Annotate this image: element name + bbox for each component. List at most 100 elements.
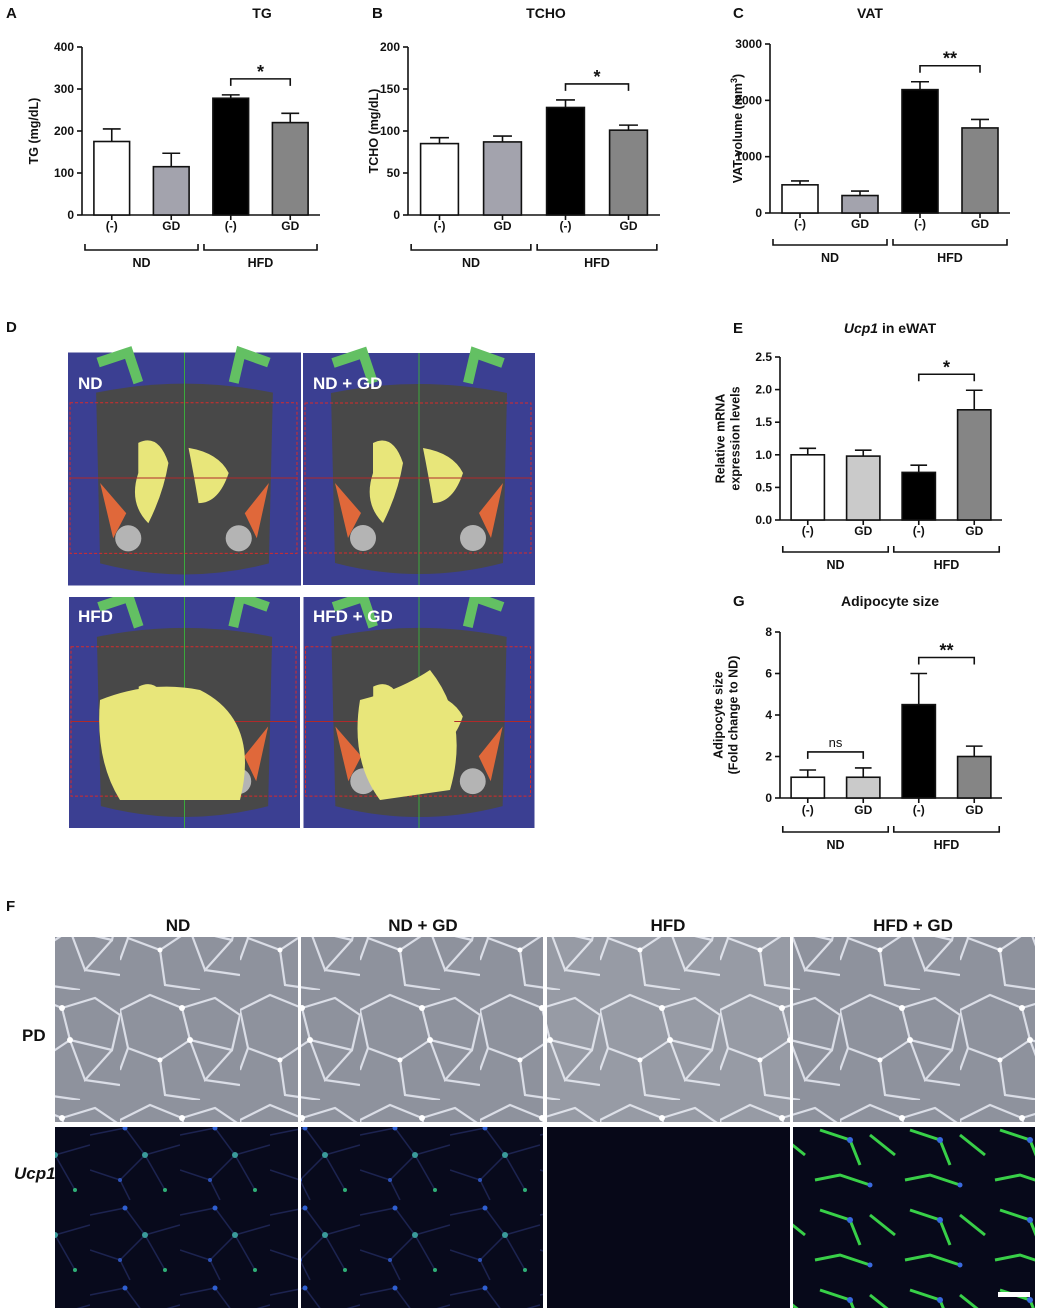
x-tick-label: GD xyxy=(854,524,872,538)
y-tick-label: 0 xyxy=(67,208,74,222)
group-bracket xyxy=(84,244,199,251)
group-bracket xyxy=(772,239,888,246)
group-label: ND xyxy=(132,256,150,270)
y-axis-label: Relative mRNA xyxy=(714,394,728,484)
text-part: in eWAT xyxy=(878,320,937,336)
text-part: TCHO xyxy=(526,5,566,21)
text-part: ) xyxy=(731,74,745,78)
phase-image xyxy=(793,937,1035,1122)
significance-label: * xyxy=(257,62,264,82)
bar xyxy=(608,129,649,216)
x-tick-label: GD xyxy=(971,217,989,231)
group-label: ND xyxy=(826,838,844,852)
column-label: HFD xyxy=(651,916,686,935)
phase-image xyxy=(301,937,543,1122)
x-tick-label: GD xyxy=(494,219,512,233)
text-part: Relative mRNA xyxy=(714,394,728,484)
x-tick-label: (-) xyxy=(225,219,237,233)
bar xyxy=(901,703,937,799)
superscript: 3 xyxy=(729,78,739,83)
x-tick-label: (-) xyxy=(434,219,446,233)
group-bracket xyxy=(892,826,1001,833)
column-label: HFD + GD xyxy=(873,916,953,935)
chart-title: Ucp1 in eWAT xyxy=(844,320,937,336)
group-label: HFD xyxy=(584,256,610,270)
bar xyxy=(790,453,826,521)
panel-letter: C xyxy=(733,5,744,22)
y-tick-label: 100 xyxy=(54,166,74,180)
panel-letter: E xyxy=(733,320,743,337)
x-tick-label: GD xyxy=(965,803,983,817)
text-part: VAT xyxy=(857,5,883,21)
y-tick-label: 300 xyxy=(54,82,74,96)
y-tick-label: 2 xyxy=(765,750,772,764)
significance-bracket xyxy=(919,64,981,73)
y-axis-label: VAT volume (mm3) xyxy=(729,74,745,183)
y-tick-label: 200 xyxy=(380,40,400,54)
bar xyxy=(961,127,999,214)
y-tick-label: 0 xyxy=(393,208,400,222)
fluorescence-image xyxy=(55,1127,298,1308)
significance-bracket xyxy=(564,83,630,91)
y-tick-label: 0.5 xyxy=(755,480,772,494)
significance-bracket xyxy=(917,656,976,665)
column-label: ND + GD xyxy=(388,916,457,935)
fat-region xyxy=(357,670,457,800)
x-tick-label: (-) xyxy=(560,219,572,233)
significance-label: * xyxy=(943,357,950,377)
chart-title: TCHO xyxy=(526,5,566,21)
bar xyxy=(841,194,879,214)
x-tick-label: (-) xyxy=(913,524,925,538)
bar xyxy=(152,165,190,216)
x-tick-label: GD xyxy=(851,217,869,231)
group-label: ND xyxy=(462,256,480,270)
text-part: expression levels xyxy=(729,386,743,490)
y-tick-label: 0 xyxy=(755,206,762,220)
y-tick-label: 4 xyxy=(765,708,772,722)
ct-image xyxy=(68,353,301,586)
group-bracket xyxy=(203,244,318,251)
y-tick-label: 2.0 xyxy=(755,383,772,397)
row-label: PD xyxy=(22,1026,46,1045)
panel-letter: B xyxy=(372,5,383,22)
italic-part: Ucp1 xyxy=(844,320,878,336)
y-tick-label: 1.0 xyxy=(755,448,772,462)
ct-label: HFD xyxy=(78,607,113,626)
bar xyxy=(956,755,992,799)
x-tick-label: (-) xyxy=(802,803,814,817)
x-tick-label: (-) xyxy=(794,217,806,231)
chart-title: Adipocyte size xyxy=(841,593,939,609)
bar xyxy=(482,141,523,216)
significance-bracket xyxy=(229,78,292,86)
bar xyxy=(93,140,131,216)
bar xyxy=(271,121,309,216)
y-tick-label: 6 xyxy=(765,667,772,681)
y-tick-label: 3000 xyxy=(735,37,762,51)
y-tick-label: 400 xyxy=(54,40,74,54)
group-bracket xyxy=(781,546,890,553)
y-tick-label: 0 xyxy=(765,791,772,805)
y-tick-label: 50 xyxy=(387,166,401,180)
x-tick-label: (-) xyxy=(106,219,118,233)
x-tick-label: (-) xyxy=(913,803,925,817)
y-tick-label: 150 xyxy=(380,82,400,96)
text-part: Adipocyte size xyxy=(712,671,726,759)
text-part: TG xyxy=(252,5,272,21)
significance-bracket xyxy=(917,373,976,382)
fluorescence-image xyxy=(793,1127,1035,1308)
group-bracket xyxy=(781,826,890,833)
bar xyxy=(901,88,939,214)
chart-title: TG xyxy=(252,5,272,21)
text-part: VAT volume (mm xyxy=(731,83,745,183)
panel-letter: D xyxy=(6,319,17,336)
panel-letter: G xyxy=(733,593,745,610)
y-tick-label: 0.0 xyxy=(755,513,772,527)
bar xyxy=(901,471,937,521)
bar xyxy=(845,776,881,799)
x-tick-label: GD xyxy=(854,803,872,817)
text-part: Adipocyte size xyxy=(841,593,939,609)
text-part: TG (mg/dL) xyxy=(27,98,41,165)
significance-bracket xyxy=(806,751,865,759)
y-axis-label: Adipocyte size xyxy=(712,671,726,759)
bar xyxy=(790,776,826,799)
